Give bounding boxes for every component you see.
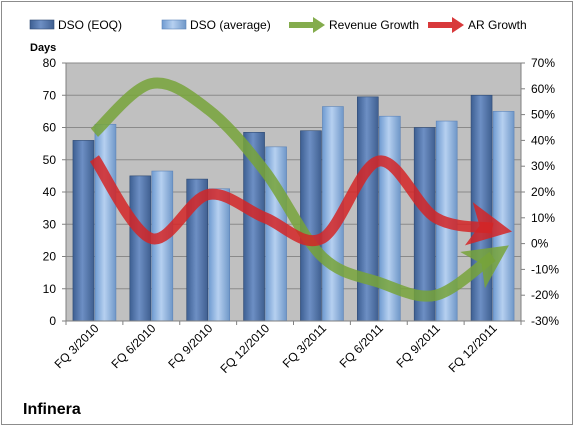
- x-tick-label: FQ 9/2010: [165, 321, 215, 371]
- x-tick-label: FQ 6/2011: [337, 321, 387, 371]
- y2-tick-label: -10%: [531, 262, 559, 276]
- y-axis-title: Days: [30, 42, 56, 54]
- legend-dso-average: DSO (average): [161, 18, 271, 32]
- bar-dso-eoq: [129, 175, 152, 322]
- y2-tick-label: 70%: [531, 56, 555, 70]
- bar-dso-average: [151, 170, 174, 322]
- y2-tick-label: 40%: [531, 133, 555, 147]
- bar-dso-eoq: [470, 94, 493, 322]
- y-tick-label: 40: [43, 185, 57, 199]
- y-tick-label: 60: [43, 121, 57, 135]
- revenue-growth-line: [90, 77, 509, 302]
- y2-tick-label: -20%: [531, 288, 559, 302]
- chart-title: Infinera: [23, 401, 81, 418]
- legend-dso-average-label: DSO (average): [190, 18, 271, 32]
- y-tick-label: 20: [43, 250, 57, 264]
- legend-ar-growth: AR Growth: [428, 17, 527, 33]
- legend-revenue-growth: Revenue Growth: [289, 17, 419, 33]
- y-tick-label: 50: [43, 153, 57, 167]
- y-tick-label: 0: [49, 314, 56, 328]
- y2-tick-label: 30%: [531, 159, 555, 173]
- legend-revenue-growth-label: Revenue Growth: [329, 18, 419, 32]
- y2-tick-label: 50%: [531, 108, 555, 122]
- y2-tick-label: 60%: [531, 82, 555, 96]
- legend-dso-eoq-label: DSO (EOQ): [58, 18, 122, 32]
- bar-dso-eoq: [72, 140, 95, 322]
- ar-growth-line: [89, 155, 513, 246]
- y-tick-label: 80: [43, 56, 57, 70]
- x-tick-label: FQ 6/2010: [108, 321, 158, 371]
- legend-ar-growth-label: AR Growth: [468, 18, 527, 32]
- x-tick-label: FQ 12/2010: [217, 321, 272, 376]
- legend-dso-average-swatch: [161, 19, 187, 30]
- trend-lines: [89, 77, 513, 302]
- x-tick-label: FQ 3/2011: [280, 321, 330, 371]
- legend-dso-eoq-swatch: [29, 19, 55, 30]
- legend-dso-eoq: DSO (EOQ): [29, 18, 122, 32]
- y-tick-label: 70: [43, 88, 57, 102]
- y2-tick-label: 10%: [531, 211, 555, 225]
- bar-dso-average: [94, 123, 117, 322]
- y-tick-label: 10: [43, 282, 57, 296]
- x-tick-label: FQ 9/2011: [393, 321, 443, 371]
- legend-ar-growth-arrow-icon: [428, 17, 464, 33]
- bar-dso-average: [208, 188, 230, 322]
- bar-dso-average: [492, 111, 515, 322]
- y2-tick-label: -30%: [531, 314, 559, 328]
- y2-tick-label: 0%: [531, 237, 549, 251]
- x-tick-label: FQ 12/2011: [446, 321, 500, 375]
- y-tick-label: 30: [43, 217, 57, 231]
- y2-tick-label: 20%: [531, 185, 555, 199]
- legend: DSO (EOQ) DSO (average) Revenue Growth AR G…: [29, 17, 527, 33]
- bar-dso-eoq: [357, 96, 379, 322]
- legend-revenue-growth-arrow-icon: [289, 17, 325, 33]
- x-tick-label: FQ 3/2010: [52, 321, 102, 371]
